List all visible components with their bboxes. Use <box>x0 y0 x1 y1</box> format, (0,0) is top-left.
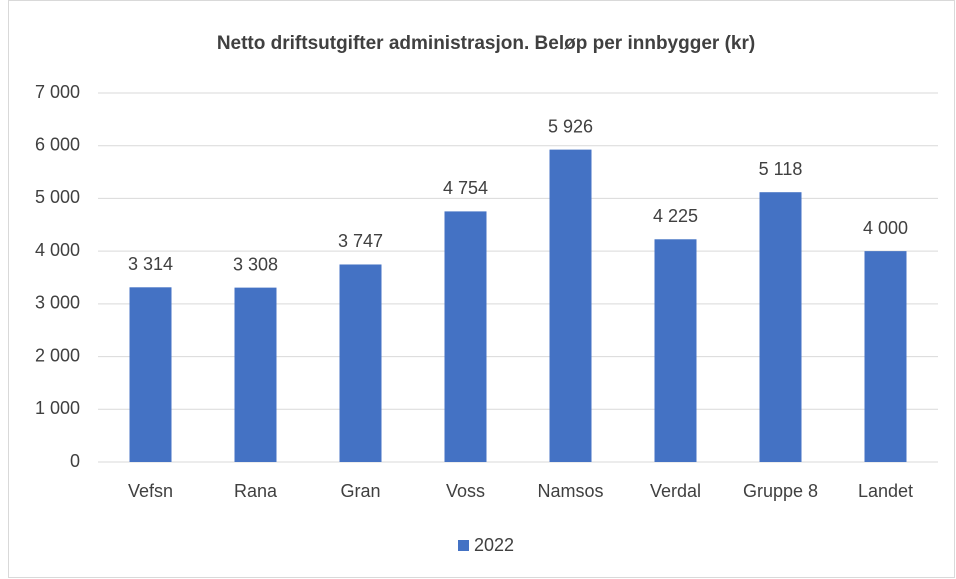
data-label: 5 118 <box>759 159 803 179</box>
data-label: 4 000 <box>863 218 908 238</box>
x-tick-label: Gruppe 8 <box>743 481 818 501</box>
legend-swatch <box>458 540 469 551</box>
y-tick-label: 6 000 <box>35 134 80 154</box>
y-tick-label: 0 <box>70 451 80 471</box>
y-tick-label: 2 000 <box>35 345 80 365</box>
x-tick-label: Namsos <box>537 481 603 501</box>
data-label: 5 926 <box>548 116 593 136</box>
bar <box>129 287 172 462</box>
x-tick-label: Rana <box>234 481 278 501</box>
y-tick-label: 4 000 <box>35 240 80 260</box>
bar <box>654 239 697 462</box>
y-tick-label: 3 000 <box>35 293 80 313</box>
bar <box>549 149 592 462</box>
y-tick-label: 7 000 <box>35 82 80 102</box>
bar <box>864 251 907 462</box>
bar <box>234 287 277 462</box>
data-label: 4 225 <box>653 206 698 226</box>
y-tick-label: 1 000 <box>35 398 80 418</box>
legend-label: 2022 <box>474 535 514 555</box>
x-tick-label: Vefsn <box>128 481 173 501</box>
x-tick-label: Landet <box>858 481 913 501</box>
bar <box>444 211 487 462</box>
data-label: 4 754 <box>443 178 488 198</box>
bar <box>759 192 802 462</box>
chart-title: Netto driftsutgifter administrasjon. Bel… <box>217 33 755 54</box>
data-label: 3 314 <box>128 254 173 274</box>
x-tick-label: Gran <box>340 481 380 501</box>
x-tick-label: Verdal <box>650 481 701 501</box>
data-label: 3 308 <box>233 254 278 274</box>
y-tick-label: 5 000 <box>35 187 80 207</box>
bar <box>339 264 382 462</box>
x-tick-label: Voss <box>446 481 485 501</box>
data-label: 3 747 <box>338 231 383 251</box>
